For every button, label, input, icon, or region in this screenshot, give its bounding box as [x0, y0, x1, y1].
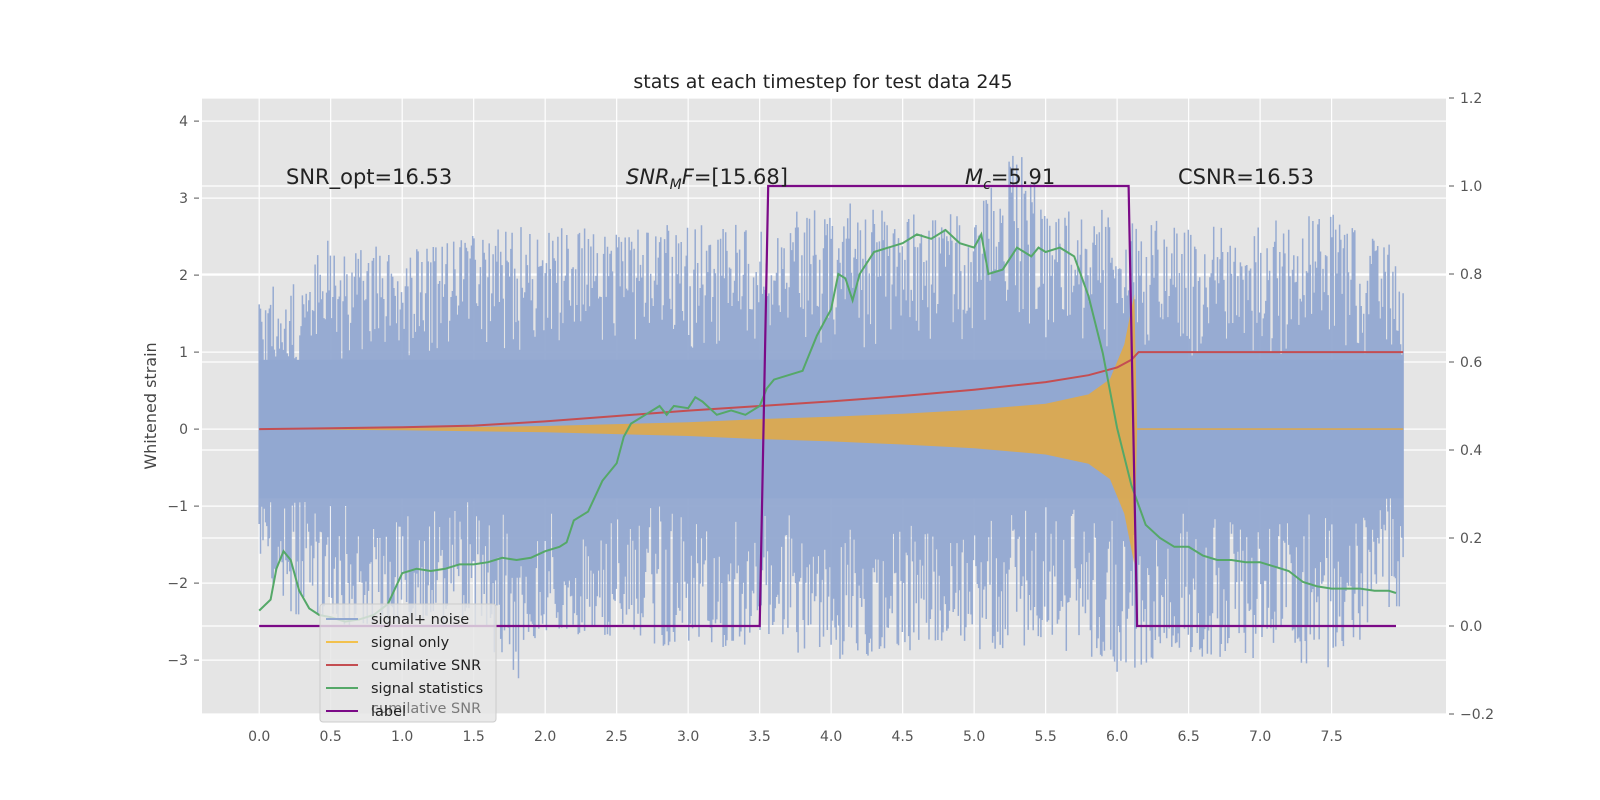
- label-line: [259, 184, 1396, 628]
- y-tick-label: 4: [179, 114, 188, 130]
- y-axis-left: 4 3 2 1 0 −1 −2 −3: [167, 114, 199, 669]
- annotation-snr-opt: SNR_opt=16.53: [286, 165, 452, 190]
- x-tick-label: 0.5: [320, 729, 342, 745]
- y-tick-label: 3: [179, 191, 188, 207]
- y2-tick-label: 0.8: [1460, 267, 1482, 283]
- legend-label: signal+ noise: [371, 612, 469, 628]
- y2-tick-label: 0.2: [1460, 531, 1482, 547]
- signal-statistics-line: [258, 228, 1397, 623]
- x-tick-label: 1.5: [463, 729, 485, 745]
- y-axis-right: 1.2 1.0 0.8 0.6 0.4 0.2 0.0 −0.2: [1449, 91, 1494, 723]
- x-tick-label: 1.0: [391, 729, 413, 745]
- legend-label: cumilative SNR: [371, 658, 481, 674]
- x-tick-label: 3.0: [677, 729, 699, 745]
- x-axis: 0.0 0.5 1.0 1.5 2.0 2.5 3.0 3.5 4.0 4.5 5.0 5.5 6.0 6…: [248, 729, 1343, 745]
- x-tick-label: 7.5: [1320, 729, 1342, 745]
- annotation-mc: Mc=5.91: [965, 165, 1055, 193]
- legend: cumilative SNR signal+ noise signal only cu…: [319, 603, 497, 723]
- x-tick-label: 2.5: [606, 729, 628, 745]
- y2-tick-label: 1.2: [1460, 91, 1482, 107]
- x-tick-label: 4.5: [892, 729, 914, 745]
- legend-label: signal only: [371, 635, 450, 651]
- signal-only-envelope: [259, 294, 1404, 564]
- y-axis-label: Whitened strain: [141, 342, 160, 469]
- cumulative-snr-line: [259, 351, 1404, 431]
- y2-tick-label: −0.2: [1460, 707, 1494, 723]
- x-tick-label: 3.5: [749, 729, 771, 745]
- x-tick-label: 5.0: [963, 729, 985, 745]
- y-tick-label: 1: [179, 345, 188, 361]
- y-tick-label: −2: [167, 576, 188, 592]
- legend-box: [319, 603, 497, 723]
- y2-tick-label: 0.4: [1460, 443, 1482, 459]
- legend-label: label: [371, 704, 406, 720]
- y-tick-label: 2: [179, 268, 188, 284]
- x-tick-label: 6.0: [1106, 729, 1128, 745]
- x-tick-label: 6.5: [1177, 729, 1199, 745]
- y-tick-label: −3: [167, 653, 188, 669]
- annotation-csnr: CSNR=16.53: [1178, 165, 1314, 189]
- annotation-snr-mf: SNRMF=[15.68]: [626, 165, 788, 193]
- signal-only-series: [259, 294, 1404, 564]
- y-tick-label: −1: [167, 499, 188, 515]
- x-tick-label: 4.0: [820, 729, 842, 745]
- x-tick-label: 5.5: [1034, 729, 1056, 745]
- y2-tick-label: 0.0: [1460, 619, 1482, 635]
- legend-label: signal statistics: [371, 681, 483, 697]
- chart-title: stats at each timestep for test data 245: [633, 71, 1012, 93]
- legend-ghost-text: cumilative SNR: [371, 701, 481, 717]
- y2-tick-label: 0.6: [1460, 355, 1482, 371]
- x-tick-label: 7.0: [1249, 729, 1271, 745]
- y2-tick-label: 1.0: [1460, 179, 1482, 195]
- x-tick-label: 0.0: [248, 729, 270, 745]
- y-tick-label: 0: [179, 422, 188, 438]
- x-tick-label: 2.0: [534, 729, 556, 745]
- series-layer: [258, 155, 1404, 679]
